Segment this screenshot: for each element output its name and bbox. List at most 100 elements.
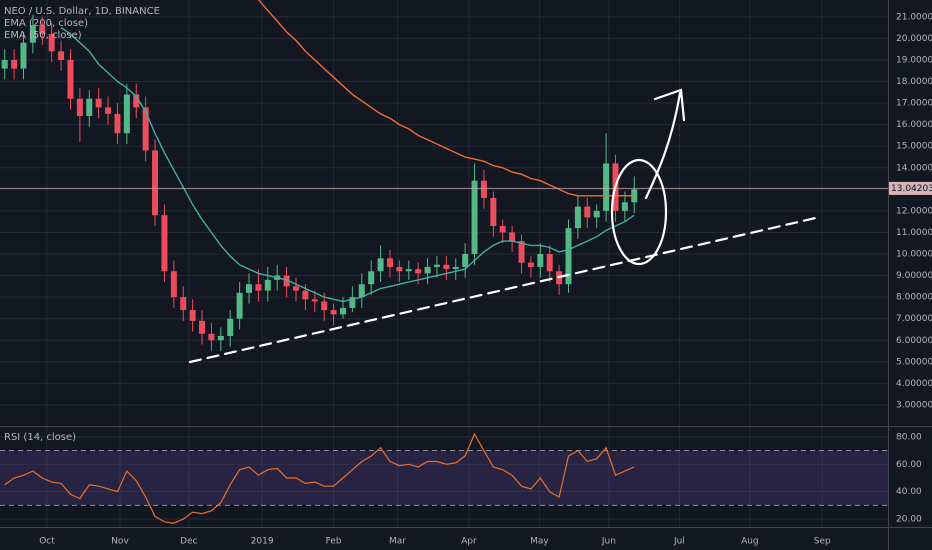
y-tick-label: 20.000000 (896, 34, 932, 44)
y-tick-label: 19.000000 (896, 55, 932, 65)
y-tick-label: 80.00 (896, 432, 922, 442)
y-tick-label: 16.000000 (896, 120, 932, 130)
candle-body (386, 258, 393, 267)
rsi-band (0, 450, 888, 506)
marks (0, 0, 932, 524)
candle-body (58, 51, 65, 60)
candle-body (1, 59, 8, 69)
candle-body (405, 269, 412, 272)
candle-body (377, 258, 384, 272)
y-tick-label: 60.00 (896, 460, 922, 470)
candle-body (537, 254, 544, 267)
y-tick-label: 15.000000 (896, 142, 932, 152)
candle-body (180, 297, 187, 311)
legend-entry: EMA (200, close) (4, 18, 88, 29)
candle-body (114, 113, 121, 134)
candle-body (293, 286, 299, 291)
candle-body (565, 228, 572, 285)
candle-body (76, 98, 83, 117)
candle-body (518, 241, 525, 263)
candle-body (621, 202, 628, 211)
candle-body (415, 269, 422, 274)
candle-body (95, 98, 102, 108)
grid (0, 0, 888, 527)
trend-line (188, 215, 822, 364)
candle-body (593, 210, 600, 218)
x-tick-label: Feb (326, 537, 342, 547)
y-tick-label: 9.000000 (896, 271, 932, 281)
rsi-line (4, 432, 635, 524)
candle-body (20, 42, 27, 69)
y-tick-label: 8.000000 (896, 293, 932, 303)
x-tick-label: Nov (111, 537, 129, 547)
y-tick-label: 3.000000 (896, 400, 932, 410)
x-tick-label: Oct (39, 537, 55, 547)
y-tick-label: 4.000000 (896, 379, 932, 389)
candle-body (123, 94, 130, 134)
candle-body (368, 271, 375, 285)
y-tick-label: 10.000000 (896, 250, 932, 260)
x-tick-label: May (530, 537, 549, 547)
candle-body (490, 197, 497, 226)
candle-body (433, 264, 440, 267)
arrow-head (653, 88, 686, 122)
rsi-title: RSI (14, close) (4, 432, 76, 443)
candle-body (302, 290, 309, 300)
candle-body (236, 292, 243, 319)
x-tick-label: Dec (180, 537, 197, 547)
labels: NEO / U.S. Dollar, 1D, BINANCE EMA (200,… (4, 6, 932, 547)
candle-body (462, 254, 469, 267)
x-tick-label: Mar (389, 537, 406, 547)
last-price-box (889, 181, 932, 195)
candle-body (330, 310, 337, 315)
candle-body (11, 59, 18, 69)
y-tick-label: 18.000000 (896, 77, 932, 87)
candle-body (29, 25, 36, 43)
chart-title: NEO / U.S. Dollar, 1D, BINANCE (4, 6, 160, 17)
arrow-drawing (644, 91, 682, 200)
candle-body (603, 163, 610, 211)
candle-body (142, 107, 149, 151)
x-tick-label: Sep (814, 537, 831, 547)
candle-body (105, 107, 112, 114)
x-tick-label: Jun (601, 537, 616, 547)
circle-drawing (610, 158, 668, 266)
drawings (188, 88, 822, 364)
candle-body (255, 284, 262, 291)
candle-body (358, 284, 365, 298)
candle-body (264, 279, 271, 291)
candle-body (217, 335, 224, 341)
candle-body (480, 180, 487, 198)
y-tick-label: 17.000000 (896, 99, 932, 109)
candle-body (39, 25, 46, 35)
candle-body (452, 266, 459, 270)
ema-line (60, 27, 635, 303)
y-tick-label: 21.000000 (896, 12, 932, 22)
legend-entry: EMA (50, close) (4, 30, 82, 41)
x-tick-label: 2019 (251, 537, 274, 547)
x-tick-label: Apr (461, 537, 477, 547)
candle-body (48, 34, 55, 52)
candle-body (67, 59, 74, 99)
y-tick-label: 14.000000 (896, 163, 932, 173)
candle-body (246, 284, 253, 293)
candle-body (199, 320, 206, 334)
candle-body (133, 94, 140, 108)
candle-body (396, 266, 403, 272)
candle-body (161, 215, 168, 272)
candle-body (170, 271, 177, 298)
candle-body (321, 301, 328, 311)
y-tick-label: 7.000000 (896, 314, 932, 324)
rsi-band-fill (0, 450, 888, 506)
candle-body (584, 206, 591, 218)
candle-body (339, 307, 346, 315)
candle-body (443, 264, 450, 270)
candle-body (499, 225, 506, 233)
candle-body (471, 180, 478, 255)
candle-body (574, 206, 581, 229)
y-tick-label: 5.000000 (896, 357, 932, 367)
y-tick-label: 11.000000 (896, 228, 932, 238)
